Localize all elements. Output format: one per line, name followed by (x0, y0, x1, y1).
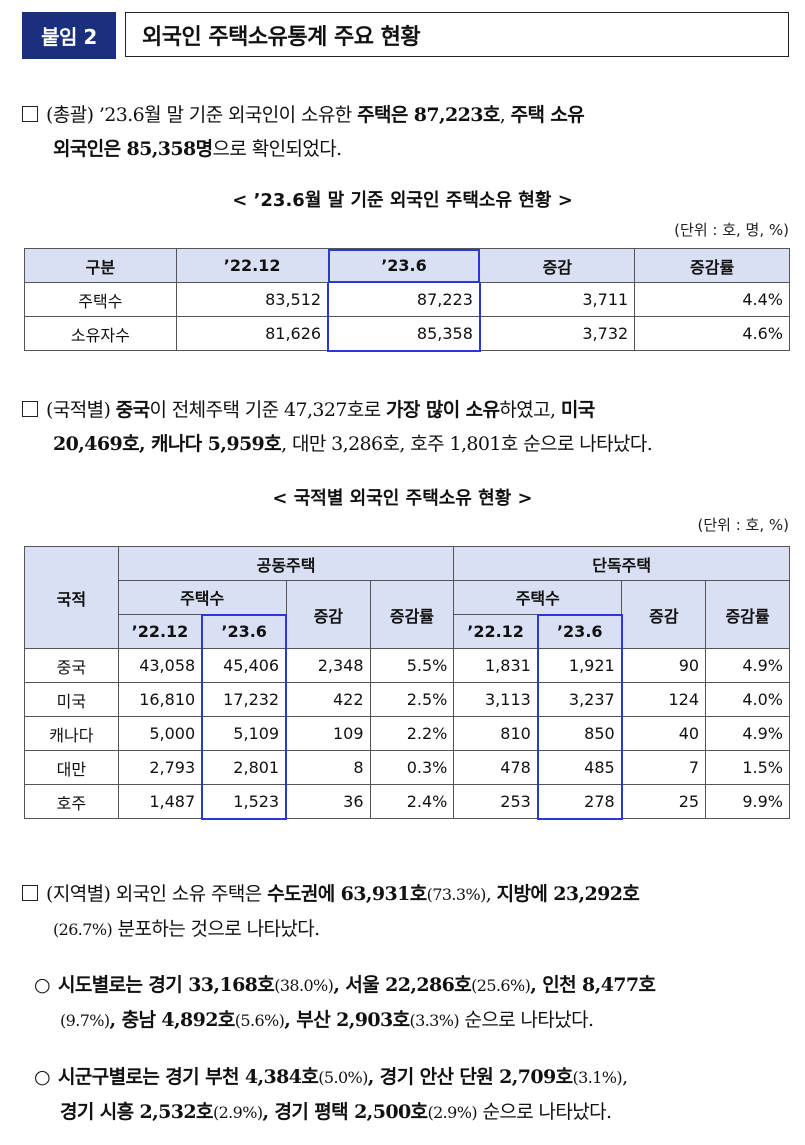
table-cell: 8 (285, 750, 371, 785)
column-header-highlighted: ’23.6 (536, 613, 623, 649)
table-row: 호주 1,487 1,523 36 2.4% 253 278 25 9.9% (24, 784, 790, 820)
row-label: 호주 (24, 784, 119, 819)
table-cell: 253 (453, 784, 539, 819)
table-cell: 7 (621, 750, 707, 785)
table-cell: 4.9% (705, 716, 790, 751)
table-cell: 2,801 (201, 750, 288, 785)
table-cell: 478 (453, 750, 539, 785)
column-header-highlighted: ’23.6 (327, 248, 481, 283)
table-cell: 25 (621, 784, 707, 819)
table-cell: 45,406 (201, 648, 288, 683)
table2-unit: (단위 : 호, %) (697, 516, 789, 534)
column-header-rate: 증감률 (705, 580, 790, 649)
nationality-table: 국적 공동주택 단독주택 주택수 증감 증감률 주택수 증감 증감률 ’22.1… (24, 546, 790, 820)
table-cell: 36 (285, 784, 371, 819)
checkbox-bullet-icon (22, 106, 38, 122)
table-cell: 81,626 (175, 316, 329, 351)
table-cell: 85,358 (327, 316, 481, 352)
table-cell: 5.5% (369, 648, 455, 683)
table-cell: 4.4% (634, 282, 790, 317)
column-group-count: 주택수 (117, 580, 287, 615)
column-group-count: 주택수 (453, 580, 623, 615)
row-label: 캐나다 (24, 716, 119, 751)
column-header: ’22.12 (453, 614, 539, 649)
table-cell: 1,921 (536, 648, 623, 683)
table-cell: 43,058 (117, 648, 203, 683)
table-cell: 90 (621, 648, 707, 683)
column-header: 구분 (24, 248, 177, 283)
checkbox-bullet-icon (22, 885, 38, 901)
column-header: ’22.12 (175, 248, 329, 283)
column-header-nationality: 국적 (24, 546, 119, 649)
table-header-row: 구분 ’22.12 ’23.6 증감 증감률 (24, 248, 790, 283)
table-cell: 3,711 (479, 282, 636, 317)
table-cell: 1,487 (117, 784, 203, 819)
attachment-tag: 붙임 2 (22, 12, 116, 59)
table-cell: 4.9% (705, 648, 790, 683)
table-cell: 4.0% (705, 682, 790, 717)
table-cell: 2.4% (369, 784, 455, 819)
table-cell: 3,237 (536, 682, 623, 717)
table-row: 미국 16,810 17,232 422 2.5% 3,113 3,237 124 4.0% (24, 682, 790, 717)
ownership-summary-table: 구분 ’22.12 ’23.6 증감 증감률 주택수 83,512 87,223… (24, 248, 790, 352)
table-cell: 278 (536, 784, 623, 820)
column-header: 증감 (479, 248, 636, 283)
table-cell: 2,793 (117, 750, 203, 785)
column-header-diff: 증감 (285, 580, 371, 649)
table-cell: 9.9% (705, 784, 790, 819)
table-cell: 2,348 (285, 648, 371, 683)
table-row: 소유자수 81,626 85,358 3,732 4.6% (24, 316, 790, 352)
table-cell: 124 (621, 682, 707, 717)
row-label: 대만 (24, 750, 119, 785)
table-cell: 16,810 (117, 682, 203, 717)
column-header: 증감률 (634, 248, 790, 283)
table2-title: < 국적별 외국인 주택소유 현황 > (272, 488, 533, 509)
table-row: 캐나다 5,000 5,109 109 2.2% 810 850 40 4.9% (24, 716, 790, 751)
table-cell: 422 (285, 682, 371, 717)
column-header-diff: 증감 (621, 580, 707, 649)
nationality-paragraph: (국적별) 중국이 전체주택 기준 47,327호로 가장 많이 소유하였고, … (22, 393, 792, 461)
table-cell: 5,000 (117, 716, 203, 751)
table-cell: 4.6% (634, 316, 790, 351)
table-cell: 2.2% (369, 716, 455, 751)
district-bullet: ○ 시군구별로는 경기 부천 4,384호(5.0%), 경기 안산 단원 2,7… (34, 1060, 794, 1130)
table-cell: 5,109 (201, 716, 288, 751)
table-cell: 1.5% (705, 750, 790, 785)
table-cell: 485 (536, 750, 623, 785)
table-cell: 109 (285, 716, 371, 751)
row-label: 소유자수 (24, 316, 177, 351)
table-row: 주택수 83,512 87,223 3,711 4.4% (24, 282, 790, 317)
table-cell: 0.3% (369, 750, 455, 785)
circle-bullet-icon: ○ (34, 1066, 51, 1088)
table-cell: 3,732 (479, 316, 636, 351)
column-header-rate: 증감률 (369, 580, 455, 649)
column-group-detached: 단독주택 (453, 546, 790, 581)
row-label: 미국 (24, 682, 119, 717)
table-cell: 3,113 (453, 682, 539, 717)
column-header: ’22.12 (117, 614, 203, 649)
circle-bullet-icon: ○ (34, 974, 51, 996)
table1-unit: (단위 : 호, 명, %) (674, 221, 789, 239)
table-row: 중국 43,058 45,406 2,348 5.5% 1,831 1,921 90 4.9% (24, 648, 790, 683)
table-cell: 17,232 (201, 682, 288, 717)
checkbox-bullet-icon (22, 401, 38, 417)
table-cell: 40 (621, 716, 707, 751)
table-cell: 1,831 (453, 648, 539, 683)
column-header-highlighted: ’23.6 (201, 613, 288, 649)
row-label: 중국 (24, 648, 119, 683)
column-group-apartment: 공동주택 (117, 546, 455, 581)
table-cell: 2.5% (369, 682, 455, 717)
row-label: 주택수 (24, 282, 177, 317)
table-cell: 83,512 (175, 282, 329, 317)
table-cell: 87,223 (327, 282, 481, 317)
region-paragraph: (지역별) 외국인 소유 주택은 수도권에 63,931호(73.3%), 지방… (22, 877, 792, 947)
summary-paragraph: (총괄) ’23.6월 말 기준 외국인이 소유한 주택은 87,223호, 주… (22, 98, 792, 166)
table-cell: 810 (453, 716, 539, 751)
table-cell: 850 (536, 716, 623, 751)
table-row: 대만 2,793 2,801 8 0.3% 478 485 7 1.5% (24, 750, 790, 785)
province-bullet: ○ 시도별로는 경기 33,168호(38.0%), 서울 22,286호(25.… (34, 968, 794, 1038)
table1-title: < ’23.6월 말 기준 외국인 주택소유 현황 > (232, 190, 573, 211)
page-title: 외국인 주택소유통계 주요 현황 (125, 12, 789, 57)
table-cell: 1,523 (201, 784, 288, 820)
